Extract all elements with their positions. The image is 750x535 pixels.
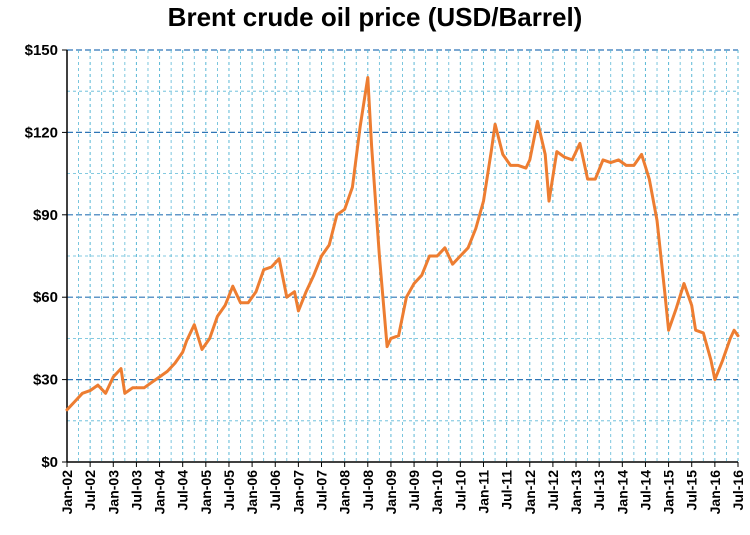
x-tick-label: Jan-14 [614, 470, 630, 515]
x-tick-label: Jan-10 [429, 470, 445, 515]
x-tick-label: Jan-02 [59, 470, 75, 515]
grid-lines [67, 49, 739, 462]
y-tick-label: $0 [41, 454, 58, 471]
x-tick-label: Jan-16 [707, 470, 723, 515]
y-tick-label: $60 [33, 289, 58, 306]
x-tick-label: Jan-05 [198, 470, 214, 515]
y-tick-label: $120 [25, 124, 58, 141]
x-tick-label: Jan-07 [290, 470, 306, 515]
x-tick-label: Jul-13 [591, 470, 607, 511]
axes [66, 50, 739, 463]
y-tick-label: $30 [33, 372, 58, 389]
chart-title: Brent crude oil price (USD/Barrel) [167, 2, 583, 32]
x-tick-label: Jul-04 [175, 470, 191, 511]
x-tick-label: Jan-03 [105, 470, 121, 515]
y-tick-label: $90 [33, 207, 58, 224]
x-tick-label: Jan-06 [244, 470, 260, 515]
x-tick-label: Jul-16 [730, 470, 746, 511]
x-tick-label: Jul-10 [452, 470, 468, 511]
x-tick-label: Jul-12 [545, 470, 561, 511]
x-tick-label: Jul-11 [499, 470, 515, 510]
series-layer [65, 76, 740, 412]
x-tick-label: Jul-08 [360, 470, 376, 511]
x-tick-label: Jul-15 [684, 470, 700, 511]
x-tick-label: Jan-15 [661, 470, 677, 515]
x-tick-label: Jan-13 [568, 470, 584, 515]
x-axis-ticks: Jan-02 Jul-02 Jan-03 Jul-03 Jan-04 Jul-04 Jan-… [59, 462, 746, 514]
x-tick-label: Jul-09 [406, 470, 422, 511]
x-tick-label: Jul-02 [82, 470, 98, 511]
series-line [65, 76, 740, 412]
x-tick-label: Jan-11 [475, 470, 491, 514]
x-tick-label: Jul-03 [128, 470, 144, 511]
y-tick-label: $150 [25, 42, 58, 59]
x-tick-label: Jan-12 [522, 470, 538, 515]
x-tick-label: Jan-04 [152, 470, 168, 515]
x-tick-label: Jan-08 [337, 470, 353, 515]
x-tick-label: Jan-09 [383, 470, 399, 515]
x-tick-label: Jul-14 [637, 470, 653, 511]
x-tick-label: Jul-07 [314, 470, 330, 511]
x-tick-label: Jul-06 [267, 470, 283, 511]
x-tick-label: Jul-05 [221, 470, 237, 511]
y-axis-ticks: $0 $30 $60 $90 $120 $150 [25, 42, 67, 471]
